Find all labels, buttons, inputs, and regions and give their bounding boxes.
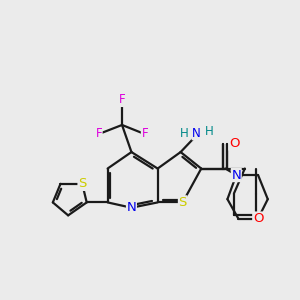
Text: H: H <box>180 127 189 140</box>
Text: N: N <box>127 201 136 214</box>
Text: O: O <box>229 137 239 150</box>
Text: F: F <box>141 127 148 140</box>
Text: H: H <box>205 125 214 138</box>
Text: F: F <box>95 127 102 140</box>
Text: S: S <box>178 196 187 209</box>
Text: N: N <box>231 169 241 182</box>
Text: S: S <box>78 177 86 190</box>
Text: F: F <box>119 93 126 106</box>
Text: O: O <box>253 212 263 225</box>
Text: N: N <box>192 127 201 140</box>
